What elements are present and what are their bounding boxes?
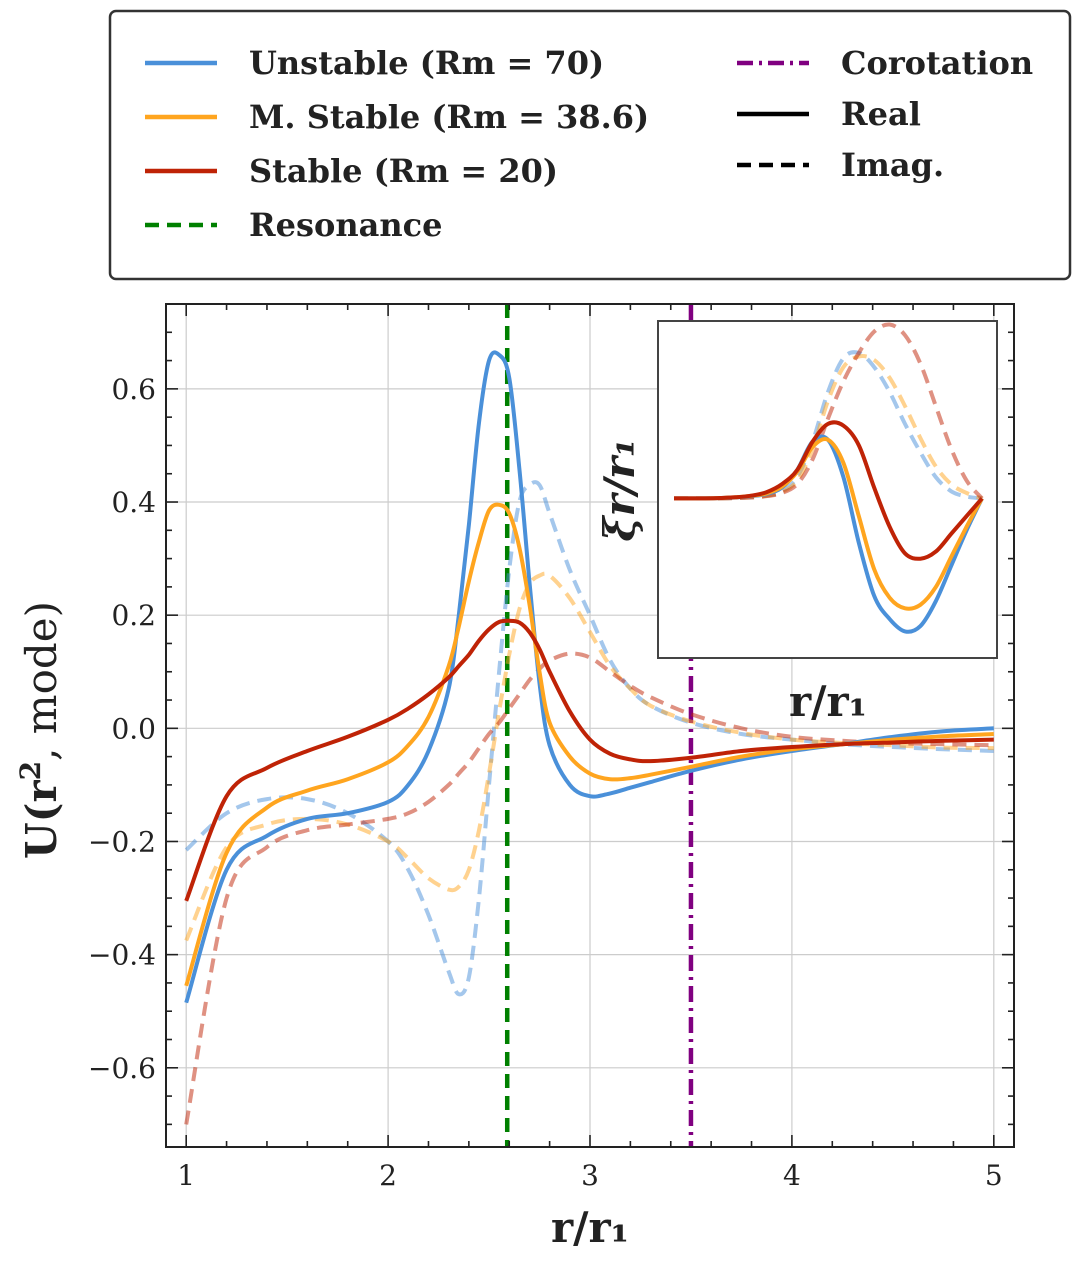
- series-line-1: [184, 502, 994, 987]
- legend-entry-left-0-label: Unstable (Rm = 70): [249, 44, 604, 82]
- series-line-5: [184, 651, 994, 1125]
- series-line-2: [184, 618, 994, 902]
- inset-y-label: ξr/r₁: [595, 439, 644, 542]
- x-axis-label: r/r₁: [551, 1203, 629, 1252]
- y-axis-label-rest: , mode): [17, 601, 66, 761]
- y-axis-label-sup: 2: [14, 761, 47, 780]
- y-tick-label-6: 0.6: [111, 373, 156, 406]
- series-line-0: [184, 350, 994, 1004]
- x-tick-label-4: 5: [985, 1159, 1003, 1192]
- y-tick-label-2: −0.2: [88, 825, 156, 858]
- legend-entry-left-3-label: Resonance: [249, 206, 442, 244]
- legend-entry-right-0-label: Corotation: [841, 44, 1033, 82]
- y-tick-label-5: 0.4: [111, 486, 156, 519]
- x-tick-label-1: 2: [379, 1159, 397, 1192]
- y-tick-label-0: −0.6: [88, 1052, 156, 1085]
- legend-entry-left-1-label: M. Stable (Rm = 38.6): [249, 98, 649, 136]
- series-line-4: [184, 571, 994, 942]
- inset-series-line-2: [674, 420, 984, 561]
- legend: Unstable (Rm = 70) M. Stable (Rm = 38.6) S…: [108, 9, 1072, 281]
- x-tick-label-3: 4: [783, 1159, 801, 1192]
- legend-entry-left-2-label: Stable (Rm = 20): [249, 152, 558, 190]
- y-axis-label-main: U(r: [17, 780, 66, 859]
- y-tick-label-4: 0.2: [111, 599, 156, 632]
- legend-entry-right-2-label: Imag.: [841, 146, 944, 184]
- x-tick-label-2: 3: [581, 1159, 599, 1192]
- inset-plot: r/r₁ ξr/r₁: [595, 320, 998, 726]
- inset-x-label: r/r₁: [789, 677, 867, 726]
- main-plot: 1 2 3 4 5−0.6−0.4−0.20.00.20.40.6 r/r₁ U(r2,…: [14, 303, 1015, 1252]
- y-tick-label-3: 0.0: [111, 712, 156, 745]
- inset-frame: [657, 320, 998, 659]
- legend-frame: [108, 9, 1072, 281]
- legend-entry-right-1-label: Real: [841, 95, 921, 133]
- y-tick-label-1: −0.4: [88, 939, 156, 972]
- y-axis-label: U(r2, mode): [14, 601, 66, 859]
- x-tick-label-0: 1: [177, 1159, 195, 1192]
